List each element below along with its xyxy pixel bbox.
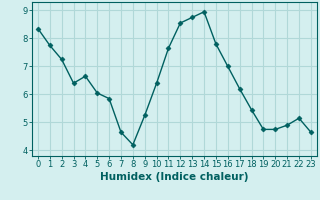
X-axis label: Humidex (Indice chaleur): Humidex (Indice chaleur): [100, 172, 249, 182]
